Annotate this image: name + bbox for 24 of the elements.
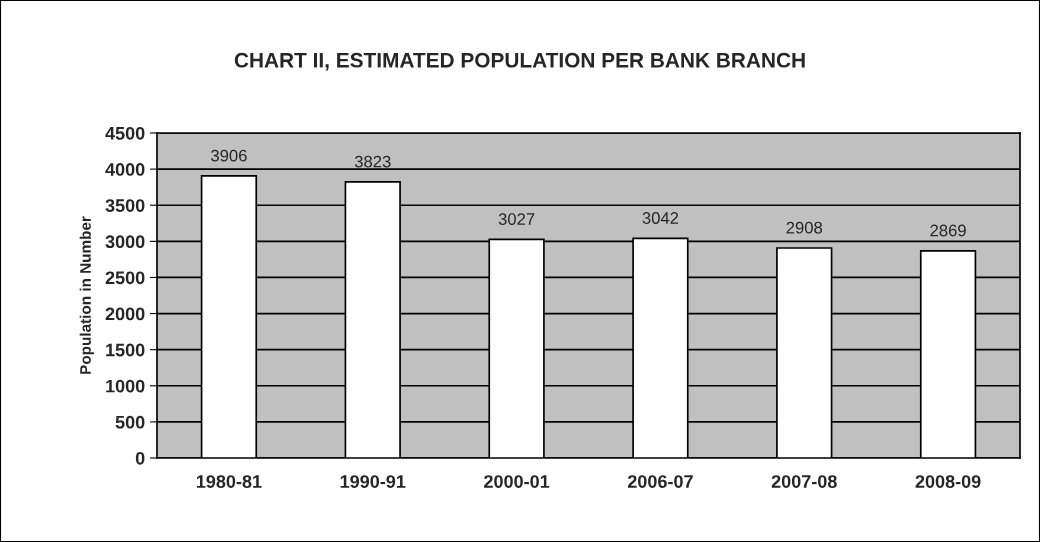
x-tick-label: 1980-81 — [196, 475, 262, 488]
data-label: 3823 — [354, 155, 391, 168]
y-tick-label: 500 — [115, 415, 145, 429]
y-tick-label: 2500 — [105, 271, 145, 285]
chart-title: CHART II, ESTIMATED POPULATION PER BANK BRANCH — [234, 52, 805, 71]
data-label: 2908 — [786, 221, 823, 234]
x-tick-label: 2000-01 — [484, 475, 550, 488]
x-tick-label: 2008-09 — [915, 475, 981, 488]
y-tick-label: 3500 — [105, 199, 145, 212]
y-tick-label: 4000 — [105, 163, 145, 176]
data-label: 2869 — [930, 224, 966, 237]
x-tick-label: 1990-91 — [340, 475, 406, 488]
data-label: 3906 — [211, 149, 247, 162]
y-tick-label: 4500 — [105, 126, 145, 140]
data-label: 3042 — [642, 212, 679, 224]
y-tick-label: 2000 — [105, 307, 145, 321]
y-tick-label: 3000 — [105, 235, 145, 249]
y-tick-label: 1000 — [106, 379, 145, 393]
y-tick-label: 1500 — [106, 343, 145, 357]
x-tick-label: 2007-08 — [771, 475, 837, 488]
data-label: 3027 — [498, 213, 535, 225]
x-tick-label: 2006-07 — [627, 475, 693, 488]
y-axis-title: Population in Number — [79, 216, 94, 374]
y-tick-label: 0 — [135, 451, 145, 465]
